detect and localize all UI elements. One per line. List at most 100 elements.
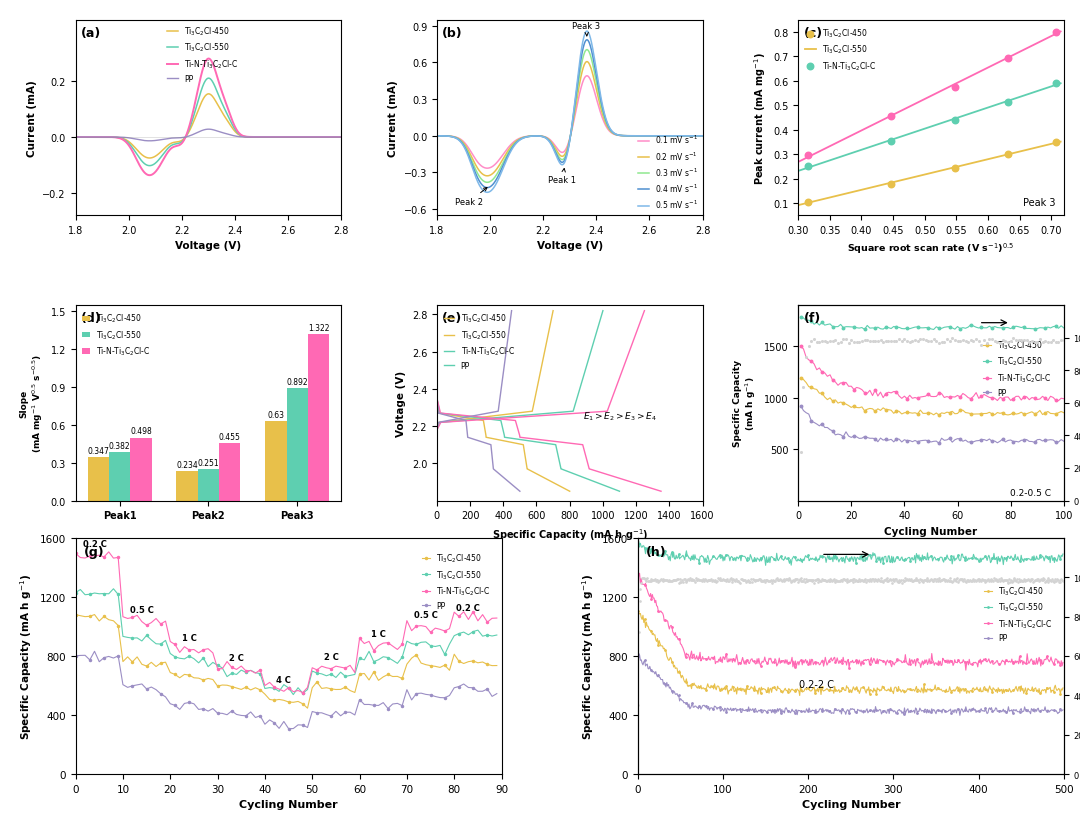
Line: 0.3 mV s$^{-1}$: 0.3 mV s$^{-1}$: [437, 51, 702, 183]
Point: [974, 574, 991, 587]
Point: [1047, 78, 1064, 91]
Point: [957, 575, 974, 588]
Point: [755, 574, 772, 587]
Point: [688, 574, 705, 587]
Point: [639, 575, 657, 588]
Point: [822, 573, 839, 586]
Point: [662, 575, 679, 588]
Point: [981, 575, 998, 588]
Point: [760, 575, 778, 588]
Point: [892, 574, 909, 587]
Point: [711, 574, 728, 587]
Point: [1023, 335, 1040, 349]
Point: [716, 574, 733, 587]
Point: [900, 574, 917, 587]
Point: [978, 337, 996, 350]
Point: [822, 335, 839, 349]
Point: [869, 335, 887, 349]
Point: [1012, 575, 1029, 588]
Point: [643, 573, 660, 586]
Point: [1009, 576, 1026, 590]
Point: [879, 572, 896, 585]
0.2 mV s$^{-1}$: [447, 132, 460, 142]
0.5 mV s$^{-1}$: [696, 132, 708, 142]
Text: 0.63: 0.63: [268, 411, 284, 419]
Point: [646, 574, 663, 587]
Point: [866, 573, 883, 586]
Line: 0.4 mV s$^{-1}$: 0.4 mV s$^{-1}$: [437, 41, 702, 189]
0.2 mV s$^{-1}$: [600, 122, 613, 132]
Point: [904, 575, 921, 589]
0.4 mV s$^{-1}$: [447, 132, 460, 142]
Point: [946, 334, 963, 347]
Point: [1039, 572, 1056, 585]
0.5 mV s$^{-1}$: [592, 81, 605, 91]
Point: [701, 574, 718, 587]
Point: [882, 135, 900, 148]
Point: [913, 573, 930, 586]
Point: [816, 335, 834, 349]
Bar: [308, 335, 329, 501]
Point: [941, 575, 958, 588]
Point: [846, 336, 863, 349]
Point: [1034, 574, 1051, 587]
Point: [949, 335, 967, 348]
Point: [714, 573, 731, 586]
Point: [870, 573, 888, 586]
Point: [787, 572, 805, 585]
X-axis label: Cycling Number: Cycling Number: [885, 526, 977, 537]
Point: [656, 574, 673, 587]
Point: [939, 575, 956, 588]
Point: [892, 575, 909, 588]
Point: [1016, 574, 1034, 587]
Point: [940, 574, 957, 587]
Point: [909, 335, 927, 348]
Point: [935, 573, 953, 586]
Point: [1044, 574, 1062, 587]
Point: [665, 574, 683, 587]
0.2 mV s$^{-1}$: [431, 132, 444, 142]
Point: [841, 574, 859, 587]
Point: [851, 575, 868, 588]
Point: [777, 574, 794, 587]
Legend: Ti$_3$C$_2$Cl-450, Ti$_3$C$_2$Cl-550, Ti-N-Ti$_3$C$_2$Cl-C, PP: Ti$_3$C$_2$Cl-450, Ti$_3$C$_2$Cl-550, Ti…: [982, 582, 1056, 646]
Point: [1031, 334, 1049, 347]
Y-axis label: Specific Capacity (mA h g$^{-1}$): Specific Capacity (mA h g$^{-1}$): [581, 573, 596, 739]
Text: Peak 2: Peak 2: [456, 188, 487, 207]
Point: [957, 575, 974, 589]
Point: [741, 575, 758, 589]
0.3 mV s$^{-1}$: [447, 132, 460, 142]
Point: [694, 572, 712, 585]
Point: [824, 335, 841, 349]
Point: [661, 575, 678, 588]
Point: [1003, 575, 1021, 589]
Point: [994, 573, 1011, 586]
Point: [968, 334, 985, 347]
Point: [882, 110, 900, 123]
Point: [1004, 575, 1022, 588]
0.2 mV s$^{-1}$: [585, 67, 598, 77]
Point: [955, 334, 972, 347]
Point: [948, 573, 966, 586]
Point: [838, 572, 855, 585]
Point: [861, 573, 878, 586]
Text: 0.347: 0.347: [87, 446, 109, 455]
Point: [901, 574, 918, 587]
Point: [930, 337, 947, 350]
Point: [1054, 575, 1071, 588]
Point: [806, 576, 823, 590]
Point: [795, 572, 812, 585]
Point: [961, 574, 978, 587]
Text: 0.2 C: 0.2 C: [457, 603, 481, 612]
0.4 mV s$^{-1}$: [585, 48, 598, 58]
Point: [634, 572, 651, 585]
Point: [697, 573, 714, 586]
Point: [854, 575, 872, 588]
0.3 mV s$^{-1}$: [580, 46, 593, 55]
Point: [820, 575, 837, 588]
Point: [783, 575, 800, 589]
Point: [800, 339, 818, 353]
Point: [681, 572, 699, 585]
Point: [888, 335, 905, 348]
Point: [796, 576, 813, 590]
